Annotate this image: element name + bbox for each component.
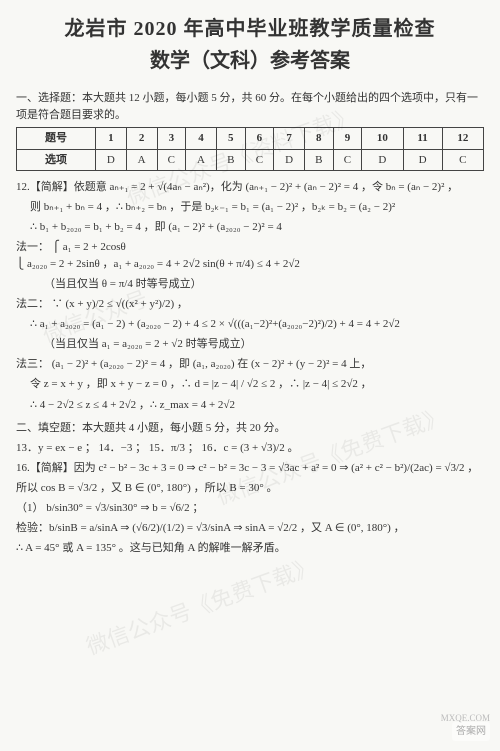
q12-method3: 法三： (a₁ − 2)² + (a₂₀₂₀ − 2)² = 4 ，即 (a₁,…: [16, 356, 484, 373]
q16-line2: 所以 cos B = √3/2 ，又 B ∈ (0°, 180°) ，所以 B …: [16, 480, 484, 497]
q16-check2: ∴ A = 45° 或 A = 135° 。这与已知角 A 的解唯一解矛盾。: [16, 540, 484, 557]
q16-part1: （1） b/sin30° = √3/sin30° ⇒ b = √6/2 ；: [16, 500, 484, 517]
method1-result: ，a₁ + a₂₀₂₀ = 4 + 2√2 sin(θ + π/4) ≤ 4 +…: [103, 258, 300, 270]
title-line-2: 数学（文科）参考答案: [16, 46, 484, 76]
answer-table: 题号 1 2 3 4 5 6 7 8 9 10 11 12 选项 D A C A…: [16, 127, 484, 171]
method3-eq2: 令 z = x + y ，即 x + y − z = 0 ，∴ d = |z −…: [16, 376, 484, 393]
method3-eq1: (a₁ − 2)² + (a₂₀₂₀ − 2)² = 4 ，即 (a₁, a₂₀…: [52, 358, 372, 370]
method3-eq3: ∴ 4 − 2√2 ≤ z ≤ 4 + 2√2 ，∴ z_max = 4 + 2…: [16, 397, 484, 414]
title-line-1: 龙岩市 2020 年高中毕业班教学质量检查: [16, 14, 484, 44]
q12-lead: 12.【简解】依题意 aₙ₊₁ = 2 + √(4aₙ − aₙ²)，化为 (a…: [16, 179, 484, 196]
q16-check: 检验：b/sinB = a/sinA ⇒ (√6/2)/(1/2) = √3/s…: [16, 520, 484, 537]
fill-answers-line: 13．y = ex − e ； 14．−3 ； 15．π/3 ； 16．c = …: [16, 440, 484, 457]
answer-table-answer-row: 选项 D A C A B C D B C D D C: [17, 149, 484, 171]
q12-line3: ∴ b₁ + b₂₀₂₀ = b₁ + b₂ = 4 ，即 (a₁ − 2)² …: [16, 219, 484, 236]
page-title: 龙岩市 2020 年高中毕业班教学质量检查 数学（文科）参考答案: [16, 14, 484, 76]
section-fill-heading: 二、填空题：本大题共 4 小题，每小题 5 分，共 20 分。: [16, 420, 484, 437]
method2-note: （当且仅当 a₁ = a₂₀₂₀ = 2 + √2 时等号成立）: [16, 336, 484, 353]
answer-table-header-row: 题号 1 2 3 4 5 6 7 8 9 10 11 12: [17, 128, 484, 150]
q16-lead: 16.【简解】因为 c² − b² − 3c + 3 = 0 ⇒ c² − b²…: [16, 460, 484, 477]
method3-label: 法三：: [16, 358, 49, 370]
q16-part1-eq: b/sin30° = √3/sin30° ⇒ b = √6/2 ；: [46, 502, 203, 514]
method2-eq2: ∴ a₁ + a₂₀₂₀ = (a₁ − 2) + (a₂₀₂₀ − 2) + …: [16, 316, 484, 333]
header-ans-label: 选项: [17, 149, 96, 171]
method1-label: 法一：: [16, 241, 49, 253]
method2-eq1: ∵ (x + y)/2 ≤ √((x² + y²)/2) ，: [52, 298, 188, 310]
q12-line2: 则 bₙ₊₁ + bₙ = 4 ，∴ bₙ₊₂ = bₙ ，于是 b₂ₖ₋₁ =…: [16, 199, 484, 216]
section-mc-heading: 一、选择题：本大题共 12 小题，每小题 5 分，共 60 分。在每个小题给出的…: [16, 90, 484, 123]
method1-note: （当且仅当 θ = π/4 时等号成立）: [16, 276, 484, 293]
q16-part1-label: （1）: [16, 502, 44, 514]
q12-method2-label: 法二： ∵ (x + y)/2 ≤ √((x² + y²)/2) ，: [16, 296, 484, 313]
q12-method1: 法一： ⎧ a₁ = 2 + 2cosθ ⎩ a₂₀₂₀ = 2 + 2sinθ…: [16, 239, 484, 273]
watermark: 微信公众号《免费下载》: [82, 550, 321, 664]
header-num-label: 题号: [17, 128, 96, 150]
method2-label: 法二：: [16, 298, 49, 310]
footer-stamp: 答案网: [452, 722, 490, 741]
